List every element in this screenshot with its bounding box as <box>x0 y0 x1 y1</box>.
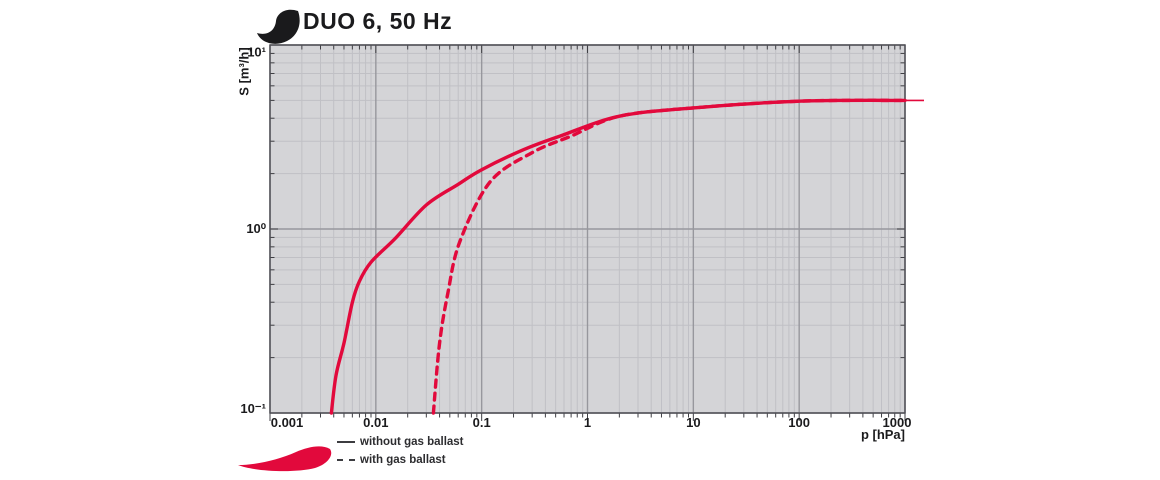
x-tick-label: 100 <box>788 415 811 430</box>
legend-flourish-swoosh-icon <box>238 446 332 472</box>
x-tick-label: 0.1 <box>472 415 491 430</box>
curve-dashed-with-gas-ballast <box>431 98 907 415</box>
legend: without gas ballast with gas ballast <box>238 433 464 472</box>
x-tick-label: 10 <box>686 415 701 430</box>
plot-frame <box>269 44 906 414</box>
x-tick-label: 1000 <box>882 415 912 430</box>
title-flourish-swoosh-icon <box>257 9 300 44</box>
legend-rows: without gas ballast with gas ballast <box>337 433 464 469</box>
legend-label: with gas ballast <box>360 454 446 466</box>
legend-label: without gas ballast <box>360 436 464 448</box>
x-tick-label: 1 <box>583 415 592 430</box>
x-axis-label: p [hPa] <box>860 427 905 442</box>
x-tick-label: 0.001 <box>270 415 304 430</box>
y-tick-label: 10⁰ <box>246 221 266 236</box>
solid-line-marker-icon <box>337 441 355 443</box>
legend-item-with-gas-ballast: with gas ballast <box>337 451 464 469</box>
y-tick-label: 10⁻¹ <box>240 401 266 416</box>
legend-item-without-gas-ballast: without gas ballast <box>337 433 464 451</box>
x-tick-label: 0.01 <box>363 415 389 430</box>
dashed-line-marker-icon <box>337 459 355 461</box>
chart-title: DUO 6, 50 Hz <box>303 8 453 34</box>
y-tick-label: 10¹ <box>247 44 266 60</box>
